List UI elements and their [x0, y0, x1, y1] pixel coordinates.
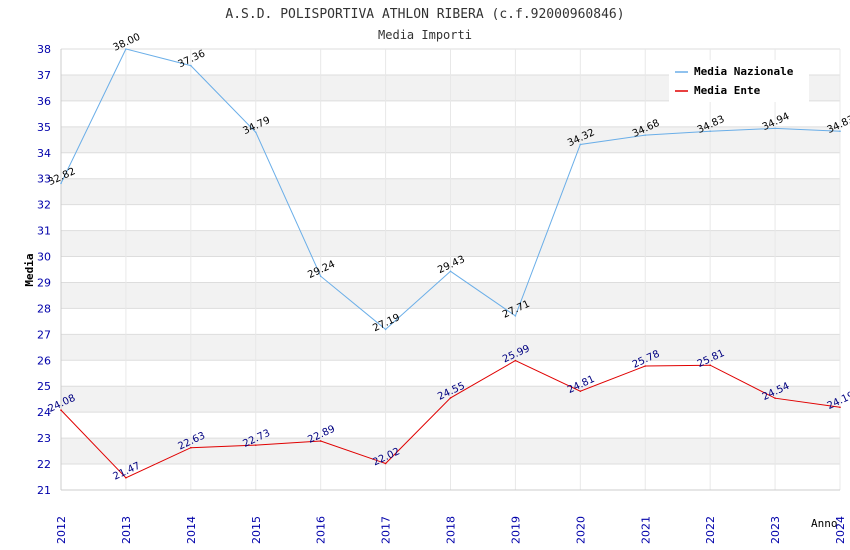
point-media-nazionale-2023 — [774, 127, 776, 130]
point-media-nazionale-2012 — [60, 182, 62, 185]
point-media-ente-2019 — [514, 359, 517, 362]
y-tick-34: 34 — [37, 147, 51, 160]
y-axis-label: Media — [23, 253, 36, 286]
point-media-nazionale-2013 — [125, 48, 127, 50]
y-tick-35: 35 — [37, 121, 51, 134]
point-media-nazionale-2018 — [449, 270, 452, 273]
point-media-ente-2014 — [190, 446, 192, 449]
point-media-nazionale-2020 — [579, 143, 582, 146]
point-media-nazionale-2019 — [514, 315, 517, 317]
point-media-nazionale-2024 — [839, 130, 841, 133]
point-media-nazionale-2016 — [319, 275, 322, 278]
y-tick-26: 26 — [37, 354, 51, 367]
x-tick-2020: 2020 — [574, 516, 587, 544]
y-tick-27: 27 — [37, 328, 51, 341]
y-tick-32: 32 — [37, 199, 51, 212]
x-tick-2012: 2012 — [55, 516, 68, 544]
point-media-ente-2023 — [774, 397, 776, 399]
data-label-media-nazionale-2013: 38.00 — [112, 32, 143, 54]
y-tick-24: 24 — [37, 406, 51, 419]
x-tick-2016: 2016 — [315, 516, 328, 544]
y-tick-31: 31 — [37, 225, 51, 238]
legend-label-media-ente: Media Ente — [694, 84, 761, 97]
y-tick-36: 36 — [37, 95, 51, 108]
x-tick-2023: 2023 — [769, 516, 782, 544]
x-tick-2014: 2014 — [185, 516, 198, 544]
x-tick-2013: 2013 — [120, 516, 133, 544]
point-media-nazionale-2021 — [644, 134, 647, 136]
point-media-nazionale-2015 — [254, 131, 257, 134]
y-tick-30: 30 — [37, 251, 51, 264]
y-tick-28: 28 — [37, 302, 51, 315]
y-tick-labels: 21 22 23 24 25 26 27 28 29 30 31 32 33 34 35 36 37 38 — [37, 43, 51, 497]
point-media-ente-2018 — [449, 397, 452, 399]
y-tick-23: 23 — [37, 432, 51, 445]
x-tick-2019: 2019 — [509, 516, 522, 544]
point-media-ente-2013 — [125, 477, 127, 479]
point-media-nazionale-2014 — [190, 64, 192, 67]
x-tick-2021: 2021 — [639, 516, 652, 544]
chart-subtitle: Media Importi — [378, 28, 472, 42]
x-tick-labels: 2012 2013 2014 2015 2016 2017 2018 2019 2020 2021… — [55, 516, 847, 544]
x-tick-2024: 2024 — [834, 516, 847, 544]
point-media-ente-2017 — [384, 462, 387, 465]
y-tick-22: 22 — [37, 458, 51, 471]
data-label-media-nazionale-2018: 29.43 — [436, 254, 467, 276]
point-media-ente-2021 — [644, 365, 647, 367]
point-media-ente-2024 — [839, 406, 841, 409]
x-tick-2018: 2018 — [445, 516, 458, 544]
x-tick-2015: 2015 — [250, 516, 263, 544]
legend-box — [669, 60, 809, 102]
x-axis-label: Anno — [811, 517, 838, 530]
point-media-ente-2022 — [709, 364, 711, 367]
y-tick-21: 21 — [37, 484, 51, 497]
point-media-ente-2016 — [319, 440, 322, 442]
point-media-ente-2012 — [60, 409, 62, 411]
data-label-media-nazionale-2016: 29.24 — [306, 259, 337, 281]
point-media-nazionale-2022 — [709, 130, 711, 133]
legend-label-media-nazionale: Media Nazionale — [694, 65, 794, 78]
x-tick-2022: 2022 — [704, 516, 717, 544]
point-media-ente-2015 — [254, 444, 257, 446]
point-media-ente-2020 — [579, 390, 582, 392]
y-tick-29: 29 — [37, 276, 51, 289]
y-tick-33: 33 — [37, 173, 51, 186]
point-media-nazionale-2017 — [384, 328, 387, 331]
x-tick-2017: 2017 — [380, 516, 393, 544]
y-tick-37: 37 — [37, 69, 51, 82]
data-label-media-nazionale-2017: 27.19 — [371, 312, 402, 334]
y-tick-25: 25 — [37, 380, 51, 393]
legend: Media Nazionale Media Ente — [669, 60, 809, 102]
chart-title: A.S.D. POLISPORTIVA ATHLON RIBERA (c.f.9… — [225, 7, 624, 22]
y-tick-38: 38 — [37, 43, 51, 56]
